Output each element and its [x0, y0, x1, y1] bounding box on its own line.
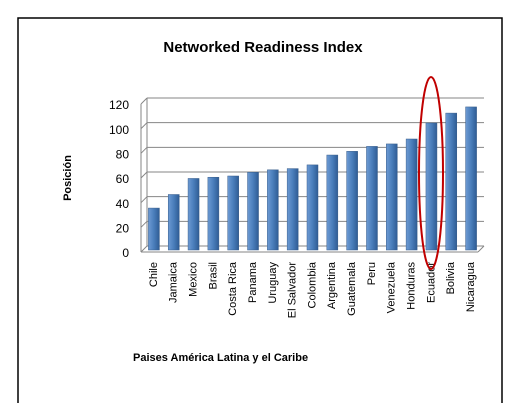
bar — [306, 164, 319, 251]
x-tick-label: Ecuador — [425, 262, 437, 303]
bar — [386, 143, 398, 251]
x-tick-label: Uruguay — [267, 262, 279, 304]
bar — [445, 112, 458, 251]
x-axis-label: Paises América Latina y el Caribe — [133, 352, 308, 364]
y-tick-label: 40 — [116, 197, 130, 211]
bar — [425, 122, 438, 251]
x-tick-label: Venezuela — [386, 261, 398, 313]
frame — [17, 17, 503, 403]
bar — [148, 207, 160, 251]
bar — [207, 176, 220, 251]
y-tick-label: 100 — [109, 123, 129, 137]
y-tick-label: 80 — [116, 148, 130, 162]
x-tick-label: Nicaragua — [465, 261, 477, 312]
bar — [286, 168, 299, 251]
x-tick-label: Panama — [247, 261, 259, 303]
grid-line — [140, 97, 148, 105]
bar — [326, 154, 339, 251]
bar — [366, 146, 378, 251]
x-tick-label: Brasil — [207, 262, 219, 290]
grid-line — [140, 245, 148, 253]
grid-line — [140, 171, 148, 179]
x-tick-label: Mexico — [187, 262, 199, 297]
grid-line — [140, 122, 148, 130]
y-tick-label: 60 — [116, 172, 130, 186]
x-tick-label: Argentina — [326, 261, 338, 309]
x-tick-label: Costa Rica — [227, 261, 239, 316]
floor-edge — [477, 245, 485, 253]
bar — [267, 169, 279, 251]
x-tick-label: Honduras — [406, 262, 418, 310]
bar — [247, 172, 259, 251]
x-tick-label: Colombia — [306, 261, 318, 308]
grid-line — [140, 220, 148, 228]
grid-line — [140, 146, 148, 154]
chart-title: Networked Readiness Index — [163, 39, 363, 56]
y-tick-label: 20 — [116, 222, 130, 236]
y-axis-label: Posición — [62, 155, 74, 201]
highlight-ellipse — [418, 76, 444, 270]
y-tick-label: 0 — [122, 246, 129, 260]
grid-line — [140, 196, 148, 204]
bar — [465, 106, 477, 251]
x-tick-label: Guatemala — [346, 261, 358, 316]
bar — [405, 138, 418, 251]
bar — [346, 151, 358, 251]
x-tick-label: Peru — [366, 262, 378, 285]
bar — [227, 175, 239, 251]
x-tick-label: Chile — [148, 262, 160, 287]
x-tick-label: El Salvador — [287, 262, 299, 319]
bar — [187, 178, 200, 251]
y-tick-label: 120 — [109, 98, 129, 112]
x-tick-label: Bolivia — [445, 261, 457, 294]
x-tick-label: Jamaica — [168, 261, 180, 303]
bar — [167, 194, 180, 251]
